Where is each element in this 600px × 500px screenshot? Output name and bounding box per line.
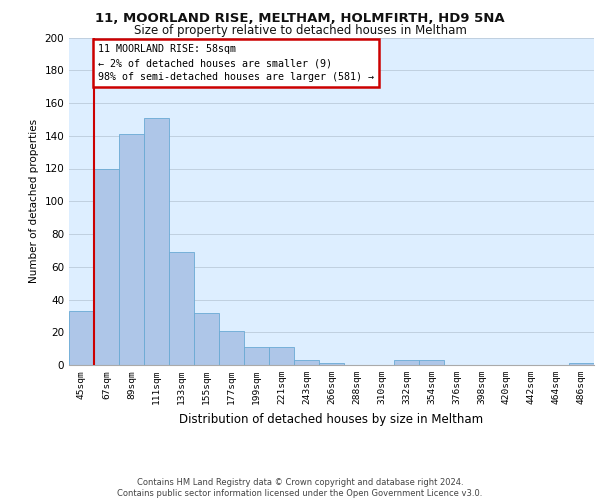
Bar: [94, 168, 119, 365]
Bar: [244, 347, 269, 365]
Bar: [294, 360, 319, 365]
Y-axis label: Number of detached properties: Number of detached properties: [29, 119, 39, 284]
Text: Contains HM Land Registry data © Crown copyright and database right 2024.
Contai: Contains HM Land Registry data © Crown c…: [118, 478, 482, 498]
Bar: [194, 312, 219, 365]
Text: Size of property relative to detached houses in Meltham: Size of property relative to detached ho…: [134, 24, 466, 37]
Bar: [569, 364, 594, 365]
Bar: [169, 252, 194, 365]
Bar: [419, 360, 444, 365]
Text: 11 MOORLAND RISE: 58sqm
← 2% of detached houses are smaller (9)
98% of semi-deta: 11 MOORLAND RISE: 58sqm ← 2% of detached…: [98, 44, 374, 82]
Bar: [319, 364, 344, 365]
Text: 11, MOORLAND RISE, MELTHAM, HOLMFIRTH, HD9 5NA: 11, MOORLAND RISE, MELTHAM, HOLMFIRTH, H…: [95, 12, 505, 26]
Bar: [394, 360, 419, 365]
Bar: [219, 330, 244, 365]
X-axis label: Distribution of detached houses by size in Meltham: Distribution of detached houses by size …: [179, 412, 484, 426]
Bar: [144, 118, 169, 365]
Bar: [69, 311, 94, 365]
Bar: [269, 347, 294, 365]
Bar: [119, 134, 144, 365]
